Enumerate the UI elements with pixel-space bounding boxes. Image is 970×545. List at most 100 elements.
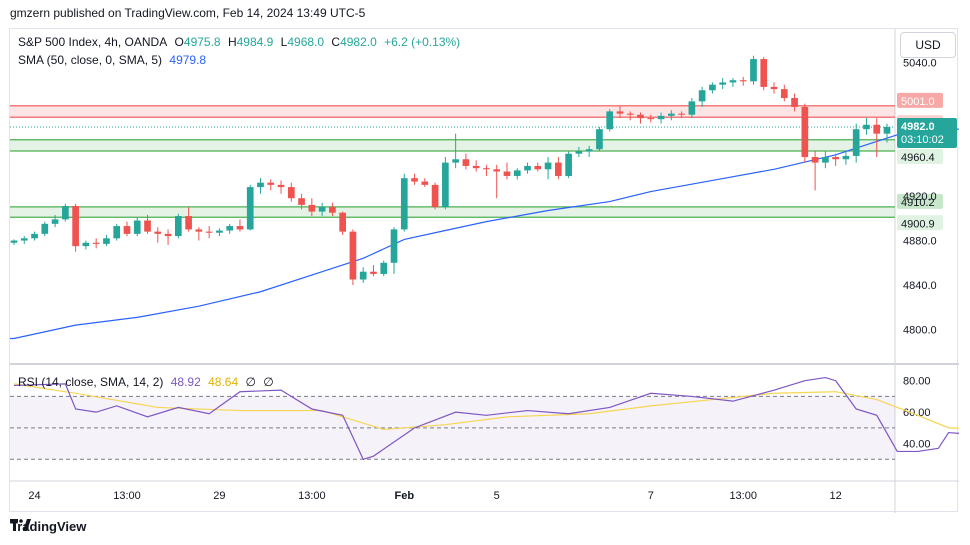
tradingview-footer[interactable]: TradingView (10, 519, 86, 534)
candle (185, 207, 192, 232)
candle (842, 151, 850, 165)
candle-body (370, 271, 377, 274)
candle (811, 151, 819, 191)
candle (770, 82, 778, 94)
candle-body (883, 126, 891, 134)
candle (544, 157, 552, 180)
candle-body (524, 165, 531, 171)
rsi-label[interactable]: RSI (14, close, SMA, 14, 2) (18, 375, 164, 389)
price-tick-label: 4800.0 (903, 325, 937, 337)
candle (216, 228, 223, 237)
candle (257, 178, 264, 194)
support-zone (10, 206, 895, 218)
candle (647, 114, 655, 123)
candle (863, 118, 870, 135)
last-price-badge (897, 117, 957, 148)
candle-body (339, 212, 346, 232)
time-tick-label: 7 (648, 490, 654, 502)
candle-body (863, 124, 870, 130)
candle (205, 226, 213, 239)
candle-body (82, 242, 90, 247)
candle (883, 123, 891, 143)
zone-price-badge (897, 193, 943, 209)
candle (154, 227, 162, 243)
open-label: O (174, 35, 184, 49)
candle-body (390, 229, 398, 263)
sma-label[interactable]: SMA (50, close, 0, SMA, 5) (18, 53, 163, 67)
time-tick-label: 12 (830, 490, 842, 502)
candle-body (729, 80, 737, 83)
candle-body (195, 229, 203, 232)
chart-frame[interactable]: 5001.04990.84970.54960.44910.24900.95040… (9, 28, 959, 513)
candle-body (750, 59, 757, 82)
candle (421, 178, 429, 188)
candle (20, 236, 28, 244)
candle-body (513, 170, 521, 176)
candle-body (226, 226, 234, 231)
price-tick-label: 4880.0 (903, 236, 937, 248)
candle-body (185, 216, 192, 230)
candle-body (103, 238, 110, 244)
rsi-na-1: ∅ (245, 375, 256, 389)
sma-legend: SMA (50, close, 0, SMA, 5) 4979.8 (18, 53, 210, 67)
candle-body (801, 106, 809, 158)
symbol-legend: S&P 500 Index, 4h, OANDA O4975.8 H4984.9… (18, 35, 464, 49)
candle-body (544, 162, 552, 170)
candle-body (811, 157, 819, 163)
symbol-name[interactable]: S&P 500 Index, 4h, OANDA (18, 35, 168, 49)
candle (226, 223, 234, 234)
candle (616, 105, 624, 119)
change-value: +6.2 (+0.13%) (384, 35, 461, 49)
candle (339, 211, 346, 235)
candle (82, 240, 90, 250)
candle-body (442, 162, 449, 208)
low-value: 4968.0 (287, 35, 325, 49)
candle-body (647, 118, 655, 120)
candle-body (144, 220, 151, 232)
candle-body (462, 159, 470, 166)
candle (801, 103, 809, 163)
candle-body (565, 153, 572, 176)
candle-body (719, 82, 727, 85)
candle-body (657, 115, 665, 120)
candle-body (92, 242, 100, 244)
candle (719, 77, 727, 90)
zone-price-label: 5001.0 (901, 96, 935, 108)
tradingview-logo-icon (10, 519, 31, 531)
candle (822, 151, 829, 169)
candle-body (760, 59, 768, 87)
price-tick-label: 4920.0 (903, 191, 937, 203)
zone-price-label: 4910.2 (901, 197, 935, 209)
rsi-tick-label: 80.00 (903, 376, 931, 388)
candle (739, 76, 747, 86)
candle-body (10, 240, 18, 243)
candle (626, 111, 634, 121)
candle-body (431, 184, 439, 208)
candle (164, 229, 172, 245)
candle (246, 184, 254, 231)
currency-button[interactable]: USD (900, 32, 956, 58)
candle (565, 151, 572, 179)
candle (667, 110, 675, 121)
rsi-tick-label: 60.00 (903, 407, 931, 419)
candle-body (246, 187, 254, 230)
candle (780, 84, 788, 102)
candle-body (791, 98, 798, 107)
candle (709, 82, 716, 94)
candle (133, 217, 141, 237)
time-tick-label: 5 (494, 490, 500, 502)
candle (678, 111, 685, 119)
candle-body (626, 113, 634, 115)
candle (329, 202, 336, 217)
zone-price-label: 4960.4 (901, 152, 935, 164)
candle-body (267, 182, 275, 185)
candle (729, 77, 737, 87)
candle (113, 223, 121, 241)
candle-body (380, 262, 388, 274)
price-tick-label: 5040.0 (903, 57, 937, 69)
candle (72, 203, 79, 252)
support-zone (10, 139, 895, 152)
price-chart[interactable]: 5001.04990.84970.54960.44910.24900.95040… (10, 29, 959, 513)
candle (349, 229, 357, 286)
candle-body (873, 124, 881, 134)
